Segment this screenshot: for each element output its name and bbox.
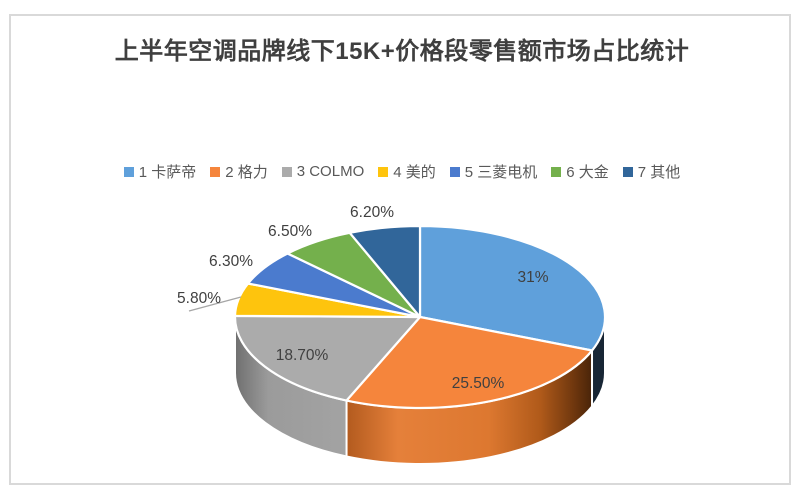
legend-color-swatch-icon [622, 166, 633, 177]
legend-color-swatch-icon [378, 166, 389, 177]
legend-item: 6 大金 [551, 161, 609, 182]
chart-area-border [9, 14, 791, 485]
legend-item-label: 5 三菱电机 [464, 164, 538, 181]
pie-slice-COLMO [233, 314, 422, 402]
label-leader-line [188, 296, 242, 312]
legend-item: 1 卡萨帝 [123, 161, 197, 182]
legend-item-label: 7 其他 [637, 164, 681, 181]
legend-color-swatch-icon [123, 166, 134, 177]
legend-item-label: 2 格力 [225, 164, 268, 181]
pie-slice-格力 [345, 315, 594, 410]
legend-item: 5 三菱电机 [449, 161, 538, 182]
legend-color-swatch-icon [281, 166, 292, 177]
legend-item: 7 其他 [622, 161, 681, 182]
legend-item-label: 3 COLMO [296, 163, 365, 180]
legend-item-label: 4 美的 [393, 164, 436, 181]
legend-color-swatch-icon [551, 166, 562, 177]
chart-title: 上半年空调品牌线下15K+价格段零售额市场占比统计 [114, 38, 690, 65]
legend: 1 卡萨帝 2 格力 3 COLMO 4 美的 5 三菱电机 6 大金 7 其他 [0, 161, 804, 182]
legend-color-swatch-icon [210, 166, 221, 177]
legend-item: 4 美的 [378, 161, 436, 182]
pie-slice-卡萨帝 [418, 224, 607, 352]
legend-item: 2 格力 [210, 161, 268, 182]
legend-item-label: 6 大金 [566, 164, 609, 181]
pie-slice-其他 [348, 224, 422, 319]
legend-color-swatch-icon [449, 166, 460, 177]
legend-item: 3 COLMO [281, 163, 365, 180]
legend-item-label: 1 卡萨帝 [138, 164, 197, 181]
